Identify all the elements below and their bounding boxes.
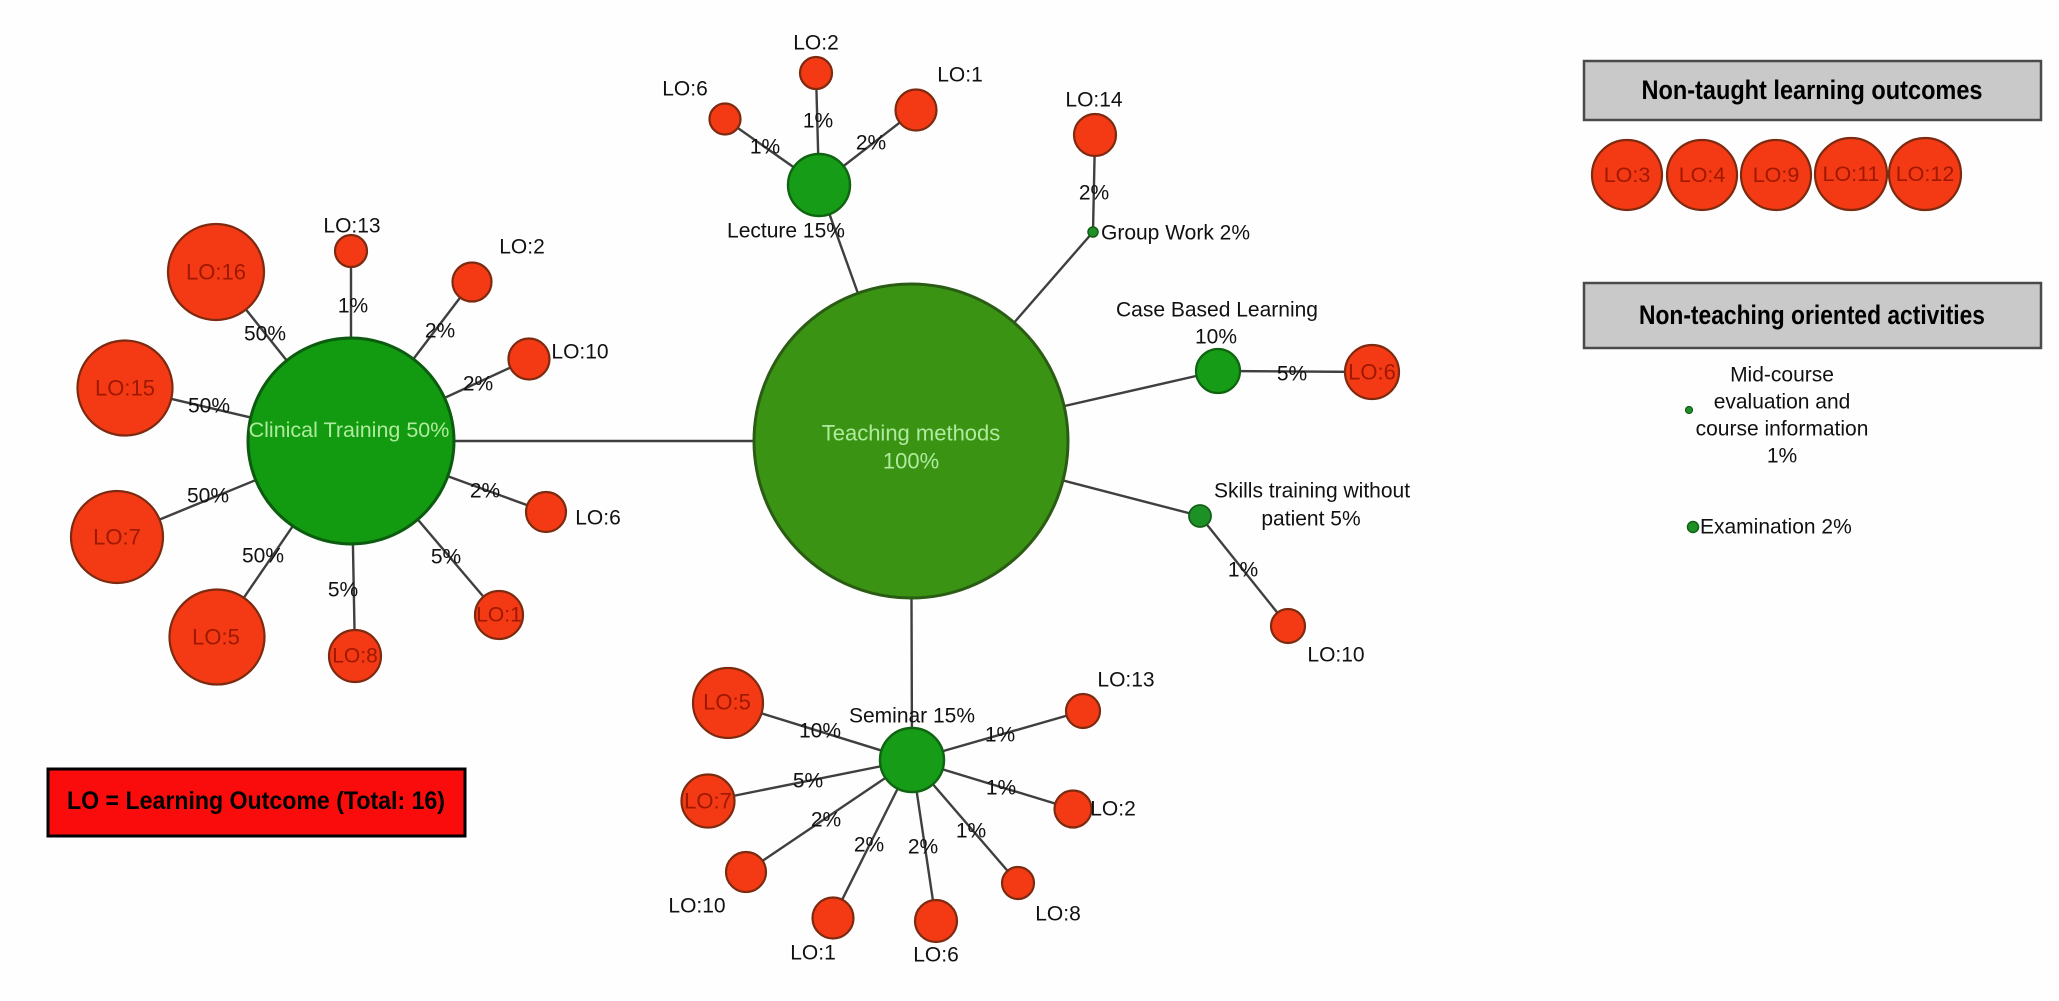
svg-text:Case Based Learning: Case Based Learning (1116, 299, 1318, 322)
svg-text:5%: 5% (328, 579, 358, 602)
svg-text:Non-teaching oriented activiti: Non-teaching oriented activities (1639, 300, 1985, 330)
svg-text:LO:13: LO:13 (323, 215, 380, 238)
svg-text:2%: 2% (811, 809, 841, 832)
svg-text:LO:3: LO:3 (1604, 163, 1651, 187)
svg-text:LO:2: LO:2 (499, 236, 545, 259)
svg-text:LO:9: LO:9 (1753, 163, 1800, 187)
svg-text:LO:6: LO:6 (662, 78, 708, 101)
svg-text:2%: 2% (908, 836, 938, 859)
svg-text:LO:10: LO:10 (551, 341, 608, 364)
svg-text:Examination 2%: Examination 2% (1700, 516, 1852, 539)
svg-text:Mid-course: Mid-course (1730, 364, 1834, 387)
svg-text:1%: 1% (956, 820, 986, 843)
svg-text:100%: 100% (883, 449, 939, 474)
svg-text:1%: 1% (803, 110, 833, 133)
svg-text:LO:14: LO:14 (1065, 89, 1123, 112)
svg-text:LO:13: LO:13 (1097, 669, 1154, 692)
svg-text:1%: 1% (338, 295, 368, 318)
svg-text:LO:8: LO:8 (1035, 903, 1081, 926)
svg-text:2%: 2% (425, 320, 455, 343)
svg-text:1%: 1% (985, 724, 1015, 747)
svg-text:LO:5: LO:5 (192, 625, 240, 650)
svg-text:50%: 50% (242, 545, 284, 568)
svg-text:LO:6: LO:6 (913, 944, 959, 967)
svg-text:2%: 2% (856, 132, 886, 155)
svg-text:10%: 10% (799, 720, 841, 743)
svg-text:Teaching methods: Teaching methods (822, 421, 1001, 446)
svg-text:Non-taught learning outcomes: Non-taught learning outcomes (1642, 75, 1983, 105)
svg-text:5%: 5% (1277, 363, 1307, 386)
svg-text:Lecture 15%: Lecture 15% (727, 220, 845, 243)
svg-text:Group Work 2%: Group Work 2% (1101, 222, 1250, 245)
svg-text:LO:12: LO:12 (1896, 162, 1955, 186)
svg-text:LO:11: LO:11 (1823, 162, 1880, 186)
svg-text:2%: 2% (1079, 182, 1109, 205)
svg-text:LO:6: LO:6 (575, 507, 621, 530)
svg-text:LO:16: LO:16 (186, 260, 246, 285)
svg-text:LO:4: LO:4 (1679, 163, 1726, 187)
svg-text:1%: 1% (1767, 445, 1797, 468)
svg-text:Clinical Training 50%: Clinical Training 50% (249, 418, 450, 442)
svg-text:LO:7: LO:7 (93, 525, 141, 550)
svg-text:2%: 2% (854, 834, 884, 857)
svg-text:LO:1: LO:1 (476, 604, 522, 627)
svg-text:5%: 5% (793, 770, 823, 793)
svg-text:Skills training without: Skills training without (1214, 480, 1410, 503)
svg-text:LO:6: LO:6 (1348, 360, 1396, 385)
svg-text:1%: 1% (1228, 559, 1258, 582)
svg-text:LO:10: LO:10 (668, 895, 725, 918)
svg-text:LO:2: LO:2 (793, 32, 839, 55)
svg-text:2%: 2% (470, 480, 500, 503)
svg-text:LO:15: LO:15 (95, 376, 155, 401)
svg-text:LO:1: LO:1 (790, 942, 836, 965)
svg-text:LO:10: LO:10 (1307, 644, 1364, 667)
svg-text:LO:7: LO:7 (684, 789, 732, 814)
svg-text:LO:8: LO:8 (332, 645, 378, 668)
svg-text:50%: 50% (244, 323, 286, 346)
svg-text:50%: 50% (188, 395, 230, 418)
svg-text:LO = Learning Outcome (Total:: LO = Learning Outcome (Total: 16) (67, 787, 445, 815)
svg-text:2%: 2% (463, 373, 493, 396)
svg-text:evaluation and: evaluation and (1714, 391, 1851, 414)
svg-text:patient 5%: patient 5% (1261, 508, 1360, 531)
svg-text:5%: 5% (431, 546, 461, 569)
svg-text:10%: 10% (1195, 326, 1237, 349)
svg-text:LO:1: LO:1 (937, 64, 983, 87)
svg-text:1%: 1% (986, 777, 1016, 800)
svg-text:LO:5: LO:5 (703, 690, 751, 715)
svg-text:50%: 50% (187, 485, 229, 508)
svg-text:course information: course information (1696, 418, 1869, 441)
svg-text:Seminar 15%: Seminar 15% (849, 705, 975, 728)
svg-text:LO:2: LO:2 (1090, 798, 1136, 821)
svg-text:1%: 1% (750, 136, 780, 159)
